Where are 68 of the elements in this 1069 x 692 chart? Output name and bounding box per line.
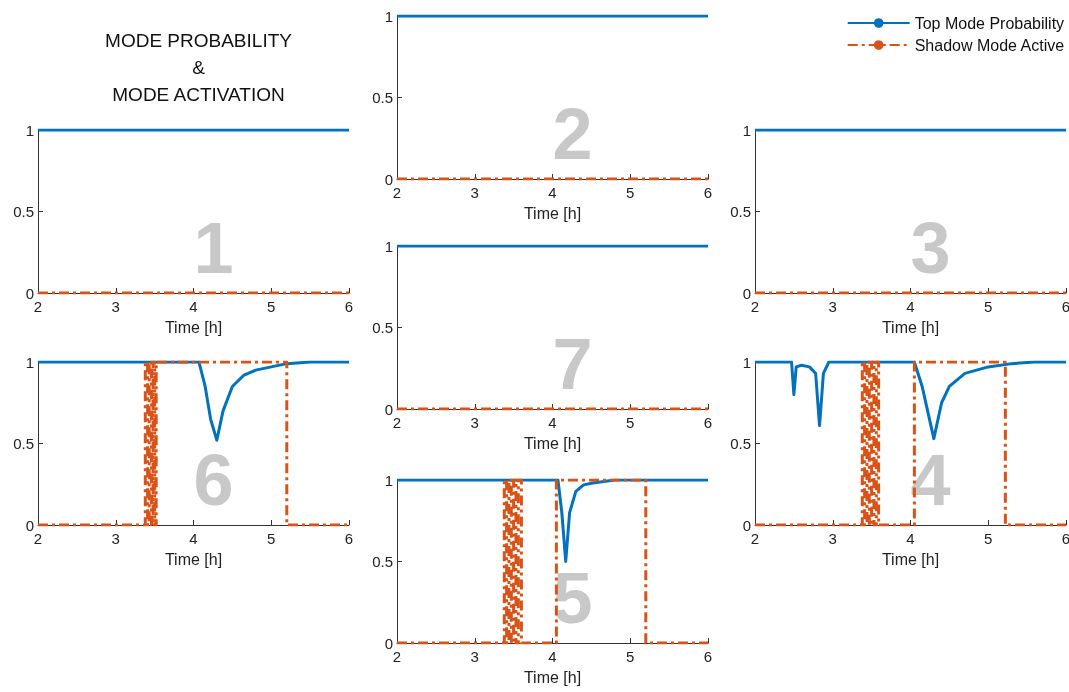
y-tick-label: 0.5	[13, 203, 34, 220]
x-tick-label: 6	[1061, 530, 1069, 547]
x-tick-label: 6	[703, 414, 713, 431]
x-tick-label: 5	[267, 298, 276, 315]
x-tick-label: 4	[906, 298, 915, 315]
x-tick-label: 5	[626, 184, 635, 201]
x-tick-label: 5	[267, 530, 276, 547]
y-tick-label: 0	[25, 516, 34, 534]
y-tick-label: 1	[25, 121, 34, 139]
legend-label: Shadow Mode Active	[914, 36, 1065, 54]
x-tick-label: 6	[344, 530, 354, 547]
x-tick-label: 5	[984, 298, 993, 315]
x-tick-label: 2	[33, 530, 43, 547]
x-tick-label: 6	[344, 298, 354, 315]
y-tick-label: 0.5	[730, 435, 751, 452]
x-tick-label: 3	[111, 530, 120, 547]
x-tick-label: 5	[984, 530, 993, 547]
x-tick-label: 4	[548, 414, 557, 431]
x-tick-label: 5	[626, 414, 635, 431]
x-tick-label: 3	[111, 298, 120, 315]
x-tick-label: 3	[470, 648, 479, 665]
y-tick-label: 0.5	[13, 435, 34, 452]
y-tick-label: 0	[384, 400, 393, 418]
x-tick-label: 2	[392, 648, 402, 665]
x-tick-label: 6	[1061, 298, 1069, 315]
x-tick-label: 4	[906, 530, 915, 547]
x-tick-label: 4	[548, 648, 557, 665]
y-tick-label: 1	[384, 471, 393, 489]
x-axis-title: Time [h]	[881, 550, 940, 568]
x-tick-label: 6	[703, 184, 713, 201]
x-tick-label: 2	[392, 414, 402, 431]
x-tick-label: 3	[470, 414, 479, 431]
x-tick-label: 2	[392, 184, 402, 201]
legend-label: Top Mode Probability	[914, 14, 1065, 32]
x-axis-title: Time [h]	[523, 204, 582, 222]
y-tick-label: 0.5	[372, 553, 393, 570]
y-tick-label: 1	[25, 353, 34, 371]
x-tick-label: 2	[750, 530, 760, 547]
y-tick-label: 1	[742, 121, 751, 139]
y-tick-label: 0	[742, 284, 751, 302]
x-tick-label: 2	[33, 298, 43, 315]
x-tick-label: 4	[189, 530, 198, 547]
x-axis-title: Time [h]	[523, 434, 582, 452]
x-axis-title: Time [h]	[523, 668, 582, 686]
y-tick-label: 0	[25, 284, 34, 302]
x-tick-label: 4	[548, 184, 557, 201]
y-tick-label: 0	[384, 634, 393, 652]
x-tick-label: 2	[750, 298, 760, 315]
x-axis-title: Time [h]	[881, 318, 940, 336]
x-tick-label: 4	[189, 298, 198, 315]
y-tick-label: 0.5	[372, 89, 393, 106]
line-series	[753, 360, 1068, 441]
line-series	[36, 360, 351, 442]
x-axis-title: Time [h]	[164, 318, 223, 336]
y-tick-label: 0	[742, 516, 751, 534]
y-tick-label: 1	[742, 353, 751, 371]
x-tick-label: 5	[626, 648, 635, 665]
y-tick-label: 0	[384, 170, 393, 188]
chart-title: MODE PROBABILITY & MODE ACTIVATION	[105, 30, 293, 105]
x-tick-label: 6	[703, 648, 713, 665]
x-axis-title: Time [h]	[164, 550, 223, 568]
x-tick-label: 3	[828, 530, 837, 547]
x-tick-label: 3	[828, 298, 837, 315]
y-tick-label: 1	[384, 7, 393, 25]
y-tick-label: 1	[384, 237, 393, 255]
x-tick-label: 3	[470, 184, 479, 201]
y-tick-label: 0.5	[372, 319, 393, 336]
y-tick-label: 0.5	[730, 203, 751, 220]
